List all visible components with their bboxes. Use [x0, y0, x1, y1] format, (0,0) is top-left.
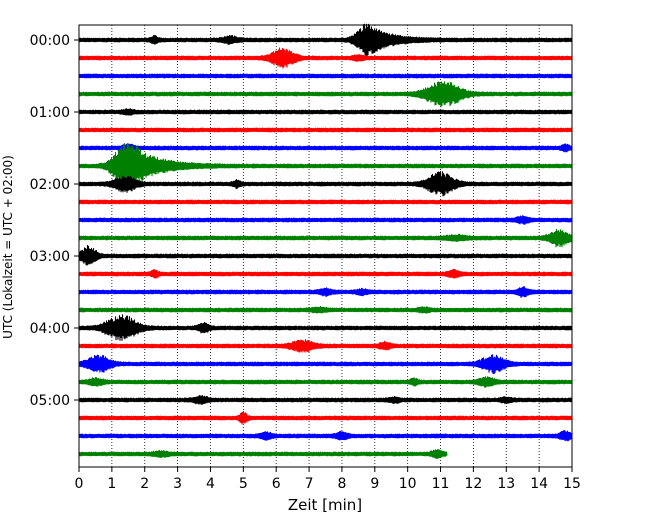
x-tick-label: 13 [497, 476, 515, 492]
seismogram-trace [78, 108, 573, 116]
y-tick-label: 02:00 [30, 177, 70, 193]
y-tick-label: 00:00 [30, 33, 70, 49]
x-tick-label: 6 [272, 476, 281, 492]
y-axis: 00:00 01:00 02:00 03:00 04:00 05:00 [30, 33, 79, 409]
trace-layer [78, 23, 573, 460]
x-tick-label: 0 [75, 476, 84, 492]
seismogram-trace [78, 314, 573, 341]
seismogram-trace [78, 143, 573, 192]
y-axis-label: UTC (Lokalzeit = UTC + 02:00) [1, 155, 15, 339]
seismogram-trace [78, 215, 573, 226]
seismogram-trace [78, 73, 573, 79]
seismogram-trace [78, 127, 573, 133]
y-tick-label: 03:00 [30, 249, 70, 265]
seismogram-trace [78, 245, 573, 266]
x-tick-label: 12 [464, 476, 482, 492]
seismogram-trace [78, 143, 573, 153]
seismogram-trace [78, 286, 573, 299]
x-tick-label: 9 [370, 476, 379, 492]
y-tick-label: 05:00 [30, 393, 70, 409]
seismogram-trace [78, 449, 448, 460]
x-tick-label: 4 [206, 476, 215, 492]
seismogram-trace [78, 306, 573, 314]
seismogram-trace [78, 228, 573, 248]
x-tick-label: 3 [173, 476, 182, 492]
seismogram-trace [78, 354, 573, 375]
seismogram-trace [78, 171, 573, 197]
x-axis: 0 1 2 3 4 5 6 7 8 9 10 11 12 13 14 15 [75, 467, 581, 492]
x-tick-label: 15 [563, 476, 581, 492]
seismogram-trace [78, 430, 573, 442]
seismogram-trace [78, 47, 573, 69]
seismogram-trace [78, 199, 573, 205]
plot-frame [78, 24, 573, 468]
seismogram-trace [78, 339, 573, 353]
seismogram-trace [78, 268, 573, 279]
seismogram-trace [78, 395, 573, 405]
x-tick-label: 14 [530, 476, 548, 492]
x-axis-label: Zeit [min] [288, 496, 362, 514]
seismogram-trace [78, 376, 573, 389]
plot-background [79, 25, 572, 467]
x-tick-label: 7 [305, 476, 314, 492]
x-tick-label: 1 [107, 476, 116, 492]
y-tick-label: 04:00 [30, 321, 70, 337]
y-tick-label: 01:00 [30, 105, 70, 121]
x-tick-label: 8 [337, 476, 346, 492]
seismogram-trace [78, 411, 573, 425]
x-tick-label: 5 [239, 476, 248, 492]
x-tick-label: 2 [140, 476, 149, 492]
seismogram-trace [78, 23, 573, 58]
x-tick-label: 11 [432, 476, 450, 492]
x-tick-label: 10 [399, 476, 417, 492]
seismogram-trace [78, 81, 573, 108]
